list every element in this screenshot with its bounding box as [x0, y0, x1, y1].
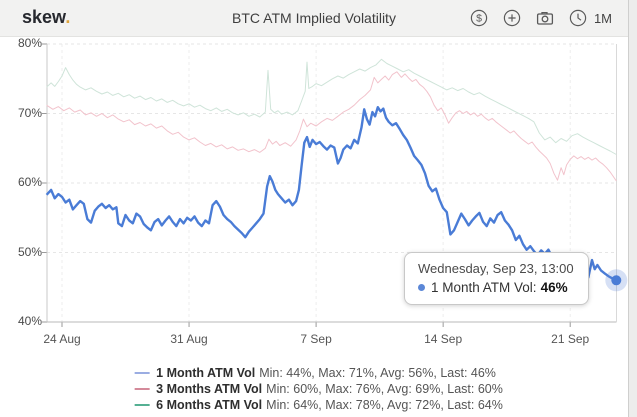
skew-logo: skew.: [22, 7, 71, 27]
series-marker-dot-icon: [418, 284, 425, 291]
logo-dot: .: [65, 7, 71, 27]
legend-item-3-months[interactable]: 3 Months ATM Vol Min: 60%, Max: 76%, Avg…: [134, 381, 503, 397]
tooltip-series-row: 1 Month ATM Vol: 46%: [418, 280, 574, 295]
hover-tooltip: Wednesday, Sep 23, 13:00 1 Month ATM Vol…: [404, 252, 589, 305]
time-range-value[interactable]: 1M: [593, 10, 612, 26]
currency-toggle-icon[interactable]: $: [469, 8, 489, 28]
y-tick-label: 70%: [17, 105, 42, 120]
highlighted-point-marker: [611, 275, 622, 286]
tooltip-date: Wednesday, Sep 23, 13:00: [418, 261, 574, 276]
tooltip-series-label: 1 Month ATM Vol:: [431, 280, 537, 295]
tooltip-series-value: 46%: [540, 280, 568, 295]
legend-swatch-icon: [134, 388, 150, 390]
chart-header: skew. BTC ATM Implied Volatility $ 1M: [0, 0, 628, 37]
x-tick-label: 21 Sep: [551, 332, 590, 346]
legend-series-name: 6 Months ATM Vol: [156, 398, 263, 412]
legend-series-stats: Min: 44%, Max: 71%, Avg: 56%, Last: 46%: [259, 366, 496, 380]
chart-legend: 1 Month ATM Vol Min: 44%, Max: 71%, Avg:…: [134, 365, 503, 413]
chart-toolbar: $ 1M: [469, 8, 612, 28]
legend-swatch-icon: [134, 372, 150, 374]
zoom-in-icon[interactable]: [502, 8, 522, 28]
x-tick-label: 31 Aug: [170, 332, 208, 346]
legend-series-name: 1 Month ATM Vol: [156, 366, 256, 380]
x-tick-label: 14 Sep: [424, 332, 463, 346]
scrollbar-gutter[interactable]: [628, 0, 637, 417]
series-line-1-month-atm-vol: [45, 106, 617, 294]
legend-series-stats: Min: 60%, Max: 76%, Avg: 69%, Last: 60%: [266, 382, 503, 396]
y-tick-label: 60%: [17, 175, 42, 189]
series-line-6-months-atm-vol: [46, 58, 617, 155]
x-tick-label: 7 Sep: [300, 332, 332, 346]
legend-series-stats: Min: 64%, Max: 78%, Avg: 72%, Last: 64%: [266, 398, 503, 412]
y-tick-label: 50%: [17, 244, 42, 259]
y-tick-label: 80%: [17, 36, 42, 50]
page-title: BTC ATM Implied Volatility: [232, 10, 396, 26]
svg-text:$: $: [476, 13, 482, 25]
series-line-3-months-atm-vol: [46, 71, 617, 182]
legend-item-6-months[interactable]: 6 Months ATM Vol Min: 64%, Max: 78%, Avg…: [134, 397, 503, 413]
y-tick-label: 40%: [17, 314, 42, 328]
legend-series-name: 3 Months ATM Vol: [156, 382, 263, 396]
camera-snapshot-icon[interactable]: [535, 8, 555, 28]
time-range-clock-icon[interactable]: [568, 8, 588, 28]
legend-swatch-icon: [134, 404, 150, 406]
x-tick-label: 24 Aug: [43, 332, 81, 346]
legend-item-1-month[interactable]: 1 Month ATM Vol Min: 44%, Max: 71%, Avg:…: [134, 365, 503, 381]
